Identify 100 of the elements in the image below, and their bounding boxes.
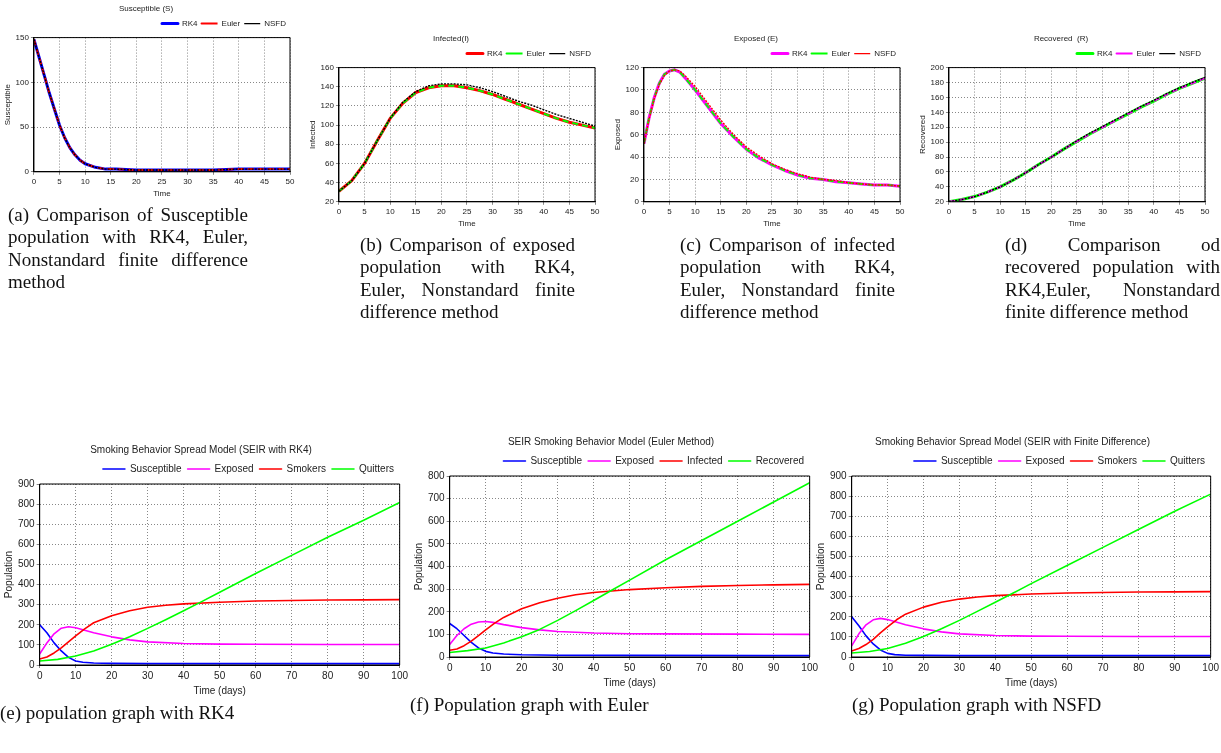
y-tick-label: 800 — [18, 497, 36, 509]
legend-label: Exposed — [1025, 454, 1065, 466]
x-axis-title: Time (days) — [193, 684, 246, 696]
y-tick-label: 300 — [18, 598, 36, 610]
x-tick-label: 5 — [57, 176, 63, 186]
x-tick-label: 40 — [1149, 206, 1159, 216]
y-tick-label: 700 — [830, 509, 848, 521]
x-tick-label: 10 — [480, 661, 492, 673]
x-tick-label: 50 — [1025, 661, 1038, 673]
x-tick-label: 30 — [552, 661, 564, 673]
x-tick-label: 30 — [1098, 206, 1108, 216]
y-tick-label: 140 — [320, 81, 335, 91]
x-tick-label: 50 — [285, 176, 295, 186]
x-tick-label: 0 — [336, 206, 342, 216]
y-tick-label: 20 — [325, 197, 335, 206]
legend-label: RK4 — [181, 18, 199, 28]
legend-label: Susceptible — [940, 454, 994, 466]
x-tick-label: 15 — [106, 176, 116, 186]
x-tick-label: 50 — [1200, 206, 1210, 216]
x-tick-label: 30 — [953, 661, 966, 673]
y-tick-label: 600 — [18, 538, 36, 550]
y-tick-label: 100 — [15, 77, 30, 87]
y-tick-label: 100 — [625, 85, 640, 95]
x-tick-label: 50 — [895, 206, 905, 216]
x-tick-label: 70 — [696, 661, 708, 673]
y-tick-label: 0 — [439, 650, 446, 662]
x-tick-label: 45 — [869, 206, 880, 216]
x-tick-label: 30 — [793, 206, 803, 216]
chart-title: Recovered (R) — [1033, 34, 1089, 43]
legend-label: Quitters — [1169, 454, 1206, 466]
y-tick-label: 500 — [18, 558, 36, 570]
y-tick-label: 0 — [24, 167, 30, 176]
x-tick-label: 10 — [70, 669, 82, 681]
chart-title: Smoking Behavior Spread Model (SEIR with Finite Difference) — [875, 435, 1150, 447]
x-tick-label: 20 — [516, 661, 528, 673]
y-tick-label: 80 — [325, 139, 335, 149]
x-tick-label: 60 — [1061, 661, 1074, 673]
legend-label: Euler — [831, 48, 851, 58]
legend-label: Susceptible — [129, 462, 183, 474]
y-tick-label: 900 — [830, 469, 848, 481]
x-tick-label: 40 — [588, 661, 600, 673]
legend-label: RK4 — [1096, 48, 1114, 58]
x-tick-label: 90 — [1169, 661, 1181, 673]
x-axis-title: Time (days) — [603, 676, 656, 688]
chart-title: Smoking Behavior Spread Model (SEIR with RK4) — [90, 443, 312, 455]
y-tick-label: 60 — [935, 167, 945, 177]
y-tick-label: 500 — [830, 550, 848, 562]
x-tick-label: 35 — [818, 206, 829, 216]
y-tick-label: 500 — [428, 537, 446, 549]
legend-label: Exposed — [615, 454, 655, 466]
x-tick-label: 40 — [539, 206, 549, 216]
y-tick-label: 400 — [428, 560, 446, 572]
x-tick-label: 0 — [946, 206, 952, 216]
legend-label: RK4 — [486, 48, 504, 58]
x-tick-label: 40 — [989, 661, 1002, 673]
x-tick-label: 25 — [1072, 206, 1082, 216]
y-axis-title: Recovered — [918, 115, 927, 155]
x-tick-label: 5 — [362, 206, 368, 216]
x-tick-label: 90 — [358, 669, 370, 681]
legend-label: NSFD — [874, 48, 897, 58]
x-tick-label: 10 — [80, 176, 91, 186]
y-tick-label: 160 — [320, 62, 335, 72]
y-tick-label: 300 — [428, 582, 446, 594]
chart-title: Susceptible (S) — [118, 4, 174, 13]
y-axis-title: Infected — [308, 120, 317, 149]
x-tick-label: 90 — [768, 661, 780, 673]
x-tick-label: 20 — [106, 669, 118, 681]
x-tick-label: 40 — [178, 669, 190, 681]
legend-label: Recovered — [755, 454, 804, 466]
legend-label: Smokers — [286, 462, 326, 474]
x-tick-label: 20 — [741, 206, 752, 216]
y-tick-label: 120 — [625, 62, 640, 72]
legend-label: Quitters — [358, 462, 395, 474]
y-axis-title: Exposed — [613, 119, 622, 151]
y-axis-title: Susceptible — [3, 83, 12, 126]
y-tick-label: 80 — [630, 107, 640, 117]
x-tick-label: 100 — [801, 661, 819, 673]
y-tick-label: 120 — [320, 101, 335, 111]
x-tick-label: 10 — [690, 206, 701, 216]
y-tick-label: 200 — [18, 618, 36, 630]
y-tick-label: 400 — [18, 578, 36, 590]
x-tick-label: 10 — [385, 206, 396, 216]
text: (g) Population graph with NSFD — [852, 694, 1103, 717]
y-tick-label: 200 — [830, 610, 848, 622]
chart-title: Exposed (E) — [733, 34, 779, 43]
y-tick-label: 100 — [428, 628, 446, 640]
y-tick-label: 200 — [428, 605, 446, 617]
y-tick-label: 20 — [935, 197, 945, 206]
x-tick-label: 40 — [234, 176, 244, 186]
x-tick-label: 10 — [995, 206, 1006, 216]
x-tick-label: 45 — [259, 176, 270, 186]
x-tick-label: 0 — [641, 206, 647, 216]
x-tick-label: 15 — [411, 206, 421, 216]
y-tick-label: 700 — [18, 517, 36, 529]
y-tick-label: 80 — [935, 152, 945, 162]
x-tick-label: 30 — [488, 206, 498, 216]
legend-label: Euler — [221, 18, 241, 28]
y-tick-label: 60 — [630, 129, 640, 139]
y-tick-label: 160 — [930, 92, 945, 102]
x-tick-label: 60 — [250, 669, 262, 681]
